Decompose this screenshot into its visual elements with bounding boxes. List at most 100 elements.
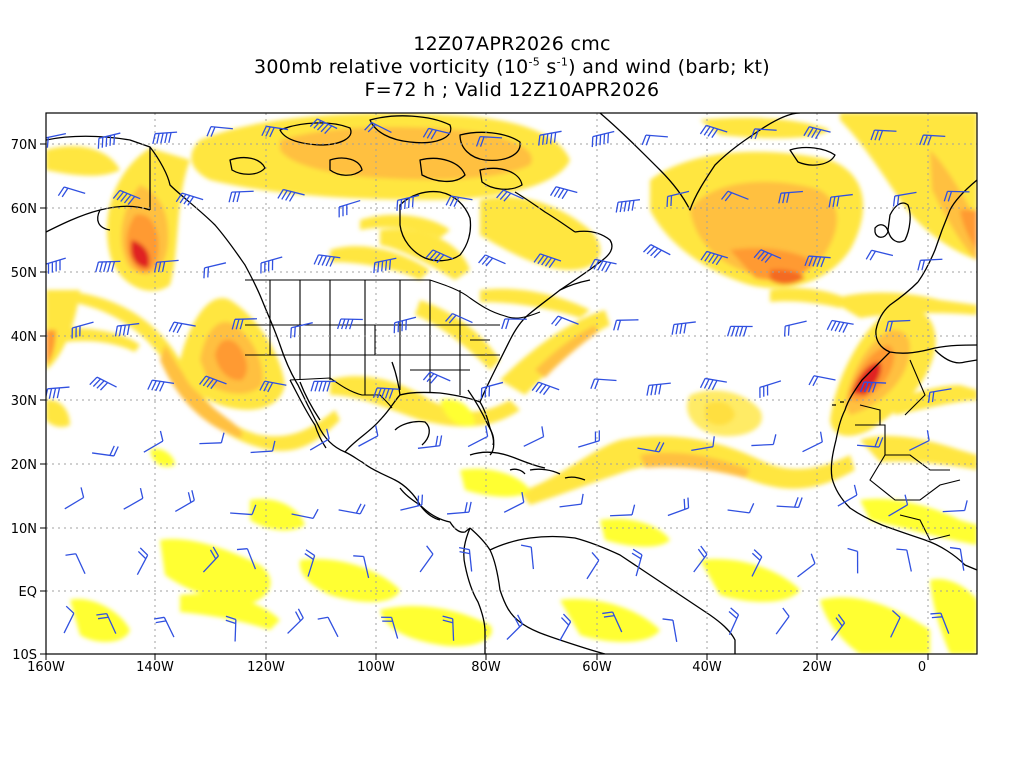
wind-barb	[751, 434, 777, 447]
wind-barb	[277, 188, 305, 202]
wind-barb	[759, 380, 782, 398]
wind-barb	[422, 127, 451, 140]
wind-barb	[199, 375, 227, 390]
wind-barb	[559, 493, 584, 508]
lon-label: 20W	[802, 660, 832, 675]
lat-label: 10N	[11, 522, 37, 537]
wind-barb	[888, 494, 909, 517]
wind-barb	[358, 425, 379, 447]
wind-barb	[400, 494, 424, 511]
wind-barb	[97, 132, 121, 149]
wind-barb	[313, 254, 341, 267]
wind-barb	[459, 547, 473, 572]
wind-barb	[927, 388, 952, 403]
wind-barb	[89, 376, 117, 391]
wind-barb	[870, 129, 897, 141]
wind-barb	[693, 545, 708, 573]
wind-barb	[778, 190, 803, 204]
lon-label: 100W	[357, 660, 395, 675]
wind-barb	[783, 320, 807, 337]
lat-axis-labels: 70N 60N 50N 40N 30N 20N 10N EQ 10S	[11, 138, 37, 663]
coast-africa	[830, 351, 977, 571]
wind-barb	[310, 380, 337, 392]
wind-barb	[727, 503, 755, 514]
wind-barb	[803, 126, 831, 140]
political-borders	[245, 279, 961, 541]
lon-label: 140W	[136, 660, 174, 675]
wind-barb	[231, 318, 257, 330]
wind-barb	[153, 259, 179, 273]
vort-tropics	[160, 539, 271, 605]
wind-barb	[445, 312, 473, 324]
wind-barb	[96, 612, 117, 634]
wind-barb	[559, 613, 572, 642]
wind-barb	[531, 381, 560, 396]
wind-barb	[202, 546, 220, 573]
coast-north-america	[46, 135, 471, 533]
wind-barb	[728, 607, 740, 636]
wind-barb	[551, 315, 579, 327]
wind-barb	[475, 135, 503, 147]
wind-barb	[578, 430, 600, 448]
lat-label: 60N	[11, 202, 37, 217]
wind-barb	[662, 618, 678, 642]
vort-labrador	[480, 196, 601, 270]
wind-barb	[610, 504, 636, 517]
wind-barb	[480, 381, 504, 399]
wind-barb	[419, 545, 434, 573]
wind-barb	[373, 257, 397, 274]
wind-barb	[667, 497, 690, 517]
wind-barb	[691, 436, 715, 452]
wind-barb	[175, 192, 204, 206]
wind-barb	[520, 544, 535, 570]
lat-label: 10S	[12, 648, 37, 663]
wind-barb	[143, 430, 164, 453]
lat-label: 20N	[11, 458, 37, 473]
coast-south-america	[469, 527, 606, 654]
coast-uk	[887, 202, 911, 243]
wind-barb	[353, 555, 370, 579]
coastlines	[46, 113, 977, 654]
wind-barb	[523, 426, 545, 447]
wind-barb	[590, 378, 617, 390]
wind-barb	[393, 316, 417, 334]
wind-barb	[917, 258, 943, 271]
wind-barb	[613, 319, 639, 331]
wind-barb	[147, 379, 175, 392]
wind-barb	[442, 615, 455, 641]
wind-barb	[699, 124, 728, 138]
wind-barb	[860, 381, 887, 393]
wind-barb	[591, 130, 615, 148]
wind-barb	[46, 257, 66, 274]
wind-barb	[203, 262, 227, 279]
wind-barb	[666, 190, 690, 207]
wind-barb	[123, 487, 144, 510]
wind-barb	[381, 616, 399, 639]
wind-barb	[919, 134, 946, 146]
lon-axis-labels: 160W 140W 120W 100W 80W 60W 40W 20W 0	[27, 660, 926, 675]
wind-barb	[260, 256, 283, 274]
lat-label: 50N	[11, 266, 37, 281]
wind-barb	[586, 551, 600, 580]
wind-barb	[114, 322, 140, 337]
wind-barb	[46, 386, 70, 400]
chart-title-run: 12Z07APR2026 cmc	[413, 33, 611, 55]
wind-barb	[236, 548, 257, 570]
wind-barb	[726, 325, 753, 337]
wind-barb	[909, 430, 930, 451]
wind-barb	[631, 548, 643, 577]
map-frame	[45, 112, 978, 655]
wind-barb	[64, 487, 85, 510]
wind-barb	[837, 484, 858, 507]
wind-barb	[259, 380, 287, 393]
wind-barb	[700, 250, 729, 266]
wind-barb	[538, 130, 562, 146]
wind-barb	[261, 125, 289, 138]
wind-barb	[152, 131, 178, 145]
wind-barb	[776, 497, 803, 508]
wind-barb	[230, 504, 257, 516]
lon-label: 120W	[247, 660, 285, 675]
wind-barb	[112, 189, 141, 205]
wind-barb	[942, 500, 968, 513]
